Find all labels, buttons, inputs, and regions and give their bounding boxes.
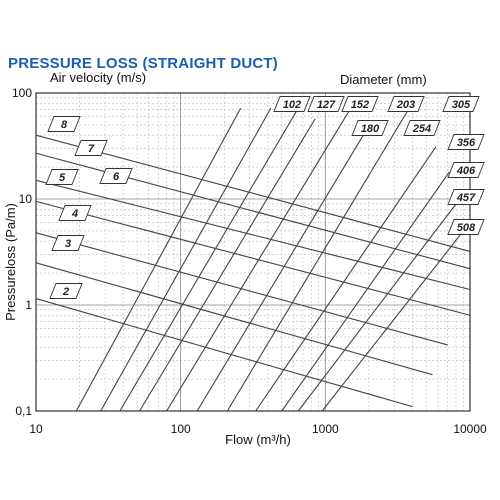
y-tick-label: 1 (25, 298, 32, 312)
x-tick-label: 10000 (453, 422, 487, 436)
velocity-line-3 (35, 262, 433, 376)
diameter-line-203 (166, 107, 352, 412)
diameter-label: Diameter (mm) (340, 72, 427, 87)
series-lines (35, 107, 471, 412)
svg-text:356: 356 (457, 137, 476, 149)
svg-text:406: 406 (456, 165, 476, 177)
diameter-tag-406: 406 (447, 162, 485, 178)
diameter-line-356 (255, 146, 437, 412)
diameter-line-127 (100, 107, 272, 412)
diameter-tag-152: 152 (341, 96, 379, 112)
diameter-line-457 (297, 198, 461, 412)
diameter-tag-305: 305 (442, 96, 480, 112)
svg-text:152: 152 (351, 99, 369, 111)
velocity-line-7 (35, 152, 471, 270)
diameter-line-254 (196, 125, 370, 412)
velocity-tag-5: 5 (45, 169, 79, 185)
x-axis-label: Flow (m³/h) (225, 432, 291, 447)
svg-text:508: 508 (457, 222, 476, 234)
svg-text:102: 102 (283, 99, 301, 111)
diameter-line-305 (226, 107, 410, 412)
plot-border (35, 92, 471, 412)
velocity-line-4 (35, 232, 448, 346)
svg-text:7: 7 (88, 143, 95, 155)
diameter-tag-180: 180 (351, 120, 389, 136)
velocity-tag-6: 6 (99, 168, 133, 184)
svg-text:4: 4 (71, 208, 78, 220)
plot-frame (35, 92, 471, 412)
diameter-line-508 (321, 223, 470, 412)
diameter-line-180 (139, 118, 316, 412)
y-tick-label: 0,1 (15, 404, 32, 418)
diameter-tag-203: 203 (387, 96, 425, 112)
tick-labels: 10 100 1000 10000 0,1 1 10 100 (12, 86, 487, 436)
svg-text:2: 2 (62, 286, 69, 298)
diameter-tag-356: 356 (447, 134, 485, 150)
diameter-line-102 (75, 107, 242, 412)
velocity-line-5 (35, 200, 471, 316)
svg-text:254: 254 (412, 123, 431, 135)
velocity-tag-3: 3 (51, 235, 85, 251)
svg-text:203: 203 (396, 99, 415, 111)
y-axis-label: Pressureloss (Pa/m) (3, 203, 18, 321)
x-tick-label: 1000 (312, 422, 339, 436)
svg-text:180: 180 (361, 123, 380, 135)
series-tags: 2 3 4 5 6 7 8 102 127 152 180 203 254 305 356 406 457 508 (45, 96, 485, 299)
diameter-tag-508: 508 (447, 219, 485, 235)
velocity-line-2 (35, 298, 413, 408)
svg-text:5: 5 (59, 172, 66, 184)
svg-text:6: 6 (113, 171, 120, 183)
svg-text:3: 3 (65, 238, 71, 250)
velocity-tag-7: 7 (74, 140, 108, 156)
diameter-line-406 (281, 171, 450, 412)
y-tick-label: 100 (12, 86, 32, 100)
y-tick-label: 10 (19, 192, 33, 206)
air-velocity-label: Air velocity (m/s) (50, 70, 146, 85)
svg-text:8: 8 (61, 119, 68, 131)
svg-text:457: 457 (456, 192, 476, 204)
velocity-tag-8: 8 (47, 116, 81, 132)
diameter-tag-102: 102 (273, 96, 311, 112)
velocity-tag-4: 4 (58, 205, 92, 221)
diameter-tag-457: 457 (447, 189, 485, 205)
svg-text:127: 127 (317, 99, 336, 111)
velocity-line-8 (35, 134, 471, 252)
x-tick-label: 10 (29, 422, 43, 436)
diameter-line-152 (119, 107, 299, 412)
velocity-line-6 (35, 179, 471, 291)
svg-text:305: 305 (452, 99, 471, 111)
chart-title: PRESSURE LOSS (STRAIGHT DUCT) (8, 55, 278, 72)
velocity-tag-2: 2 (49, 283, 83, 299)
diameter-tag-127: 127 (307, 96, 345, 112)
diameter-tag-254: 254 (403, 120, 441, 136)
x-tick-label: 100 (171, 422, 191, 436)
